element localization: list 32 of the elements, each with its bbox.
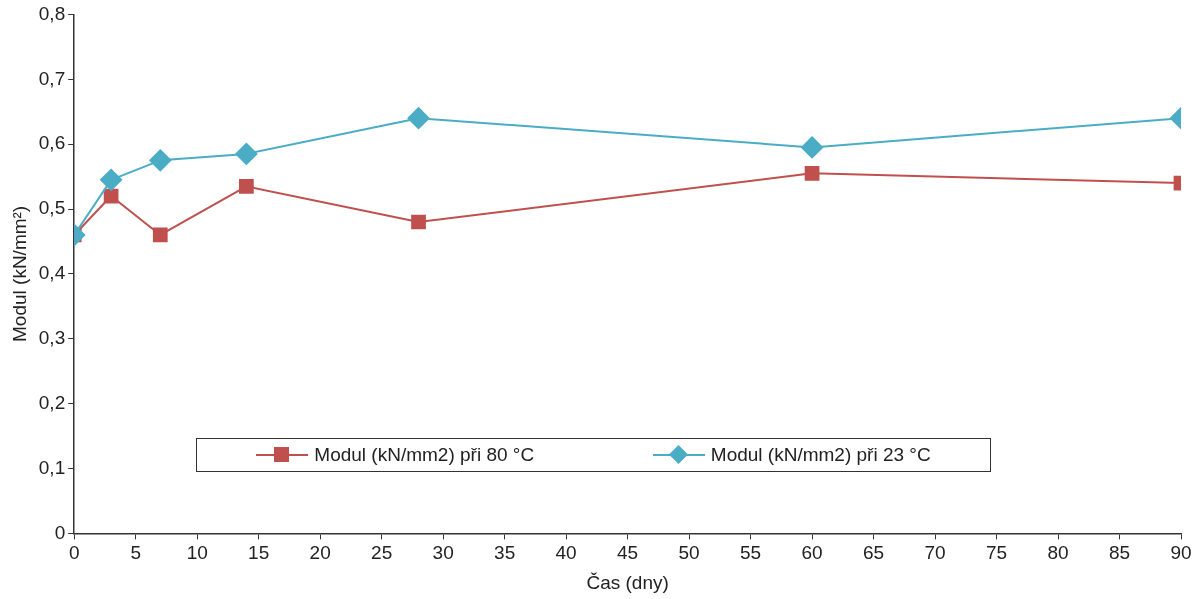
x-tick-label: 0 [68, 542, 80, 564]
x-tick-label: 80 [1047, 542, 1069, 564]
x-tick-label: 15 [248, 542, 270, 564]
x-tick-label: 40 [555, 542, 577, 564]
legend-label: Modul (kN/mm2) při 80 °C [314, 444, 535, 466]
y-tick-label: 0,8 [38, 2, 66, 24]
y-tick-label: 0,7 [38, 67, 66, 89]
y-tick-label: 0,1 [38, 456, 66, 478]
x-axis-title: Čas (dny) [586, 571, 669, 593]
x-tick-label: 25 [371, 542, 393, 564]
x-tick-label: 50 [678, 542, 700, 564]
x-tick-label: 20 [309, 542, 331, 564]
x-tick-label: 65 [862, 542, 885, 564]
y-tick-label: 0,2 [38, 391, 66, 413]
legend-label: Modul (kN/mm2) při 23 °C [710, 444, 931, 466]
x-tick-label: 5 [130, 542, 141, 564]
x-tick-label: 30 [432, 542, 454, 564]
x-tick-label: 10 [186, 542, 208, 564]
x-tick-label: 75 [985, 542, 1008, 564]
y-tick-label: 0,4 [38, 262, 66, 284]
x-tick-label: 60 [801, 542, 823, 564]
x-tick-label: 55 [740, 542, 762, 564]
x-tick-label: 45 [617, 542, 639, 564]
x-tick-label: 35 [494, 542, 516, 564]
y-tick-label: 0,5 [38, 197, 66, 219]
y-tick-label: 0 [54, 521, 66, 543]
y-tick-label: 0,3 [38, 327, 66, 349]
y-axis-title: Modul (kN/mm²) [8, 205, 30, 342]
x-tick-label: 90 [1170, 542, 1192, 564]
y-tick-label: 0,6 [38, 132, 66, 154]
x-tick-label: 85 [1108, 542, 1131, 564]
x-tick-label: 70 [924, 542, 946, 564]
